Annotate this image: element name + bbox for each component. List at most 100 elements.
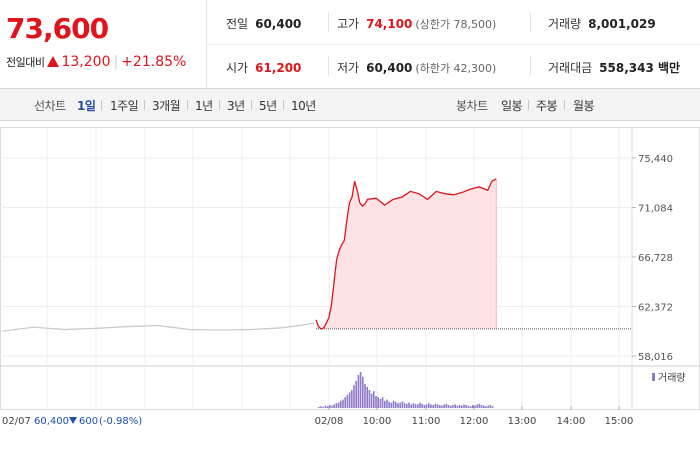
price-chart: 75,440 71,084 66,728 62,372 58,016 거래량 02/08… [0, 127, 700, 427]
tab-3year[interactable]: 3년 [227, 99, 245, 113]
stat-value: 61,200 [255, 61, 302, 75]
x-axis: 02/08 10:00 11:00 12:00 13:00 14:00 15:00 [315, 406, 634, 427]
volume-bar [469, 406, 472, 408]
volume-bar [436, 404, 439, 408]
stat-value: 558,343 백만 [599, 61, 681, 75]
volume-bar [430, 404, 432, 408]
volume-bar [353, 385, 355, 408]
quote-summary: 73,600 전일대비 13,200 | +21.85% 전일 60,400 고가 74,… [0, 0, 700, 89]
tab-monthly-candle[interactable]: 월봉 [573, 99, 595, 113]
volume-bar [421, 403, 423, 408]
y-tick-label: 75,440 [638, 154, 673, 165]
volume-bar [434, 403, 437, 408]
today-area [316, 178, 497, 329]
volume-bar [340, 400, 342, 408]
volume-bar [443, 404, 445, 408]
volume-bar [351, 390, 353, 408]
volume-bar [386, 399, 388, 408]
volume-bar [472, 405, 474, 408]
volume-bar [465, 405, 467, 408]
chart-tab-bar: 선차트 1일 1주일 3개월 1년 3년 5년 10년 봉차트 일봉 주봉 월봉 [0, 89, 700, 121]
tab-5year[interactable]: 5년 [259, 99, 277, 113]
stat-value: 60,400 [255, 17, 302, 31]
volume-bar [397, 403, 399, 408]
line-chart-label: 선차트 [34, 99, 66, 113]
change-rate: +21.85% [121, 54, 187, 70]
divider [101, 100, 102, 110]
volume-bar [414, 403, 417, 408]
y-tick-label: 62,372 [638, 303, 673, 314]
volume-bar [445, 403, 448, 408]
volume-bar [318, 406, 320, 408]
volume-bar [487, 405, 489, 408]
stat-label: 고가 [337, 17, 360, 31]
stat-value: 8,001,029 [588, 17, 656, 31]
volume-bar [329, 405, 331, 408]
change-row: 전일대비 13,200 | +21.85% [6, 54, 186, 70]
volume-bar [419, 402, 421, 408]
volume-legend-label: 거래량 [658, 372, 686, 384]
prev-date: 02/07 [2, 416, 31, 427]
volume-bar [337, 402, 340, 408]
prev-close: 60,400 [34, 416, 69, 427]
divider [564, 100, 565, 110]
volume-bar [342, 399, 344, 408]
stat-prev-close: 전일 60,400 [226, 15, 301, 32]
volume-bar [417, 404, 419, 408]
volume-bar [381, 397, 384, 408]
y-tick-label: 71,084 [638, 204, 673, 215]
volume-bar [333, 404, 335, 408]
volume-bar [320, 406, 322, 408]
volume-panel: 거래량 [318, 372, 686, 408]
volume-bar [370, 393, 373, 408]
tab-1week[interactable]: 1주일 [110, 99, 139, 113]
volume-bar [324, 405, 327, 408]
volume-bar [331, 405, 333, 408]
divider [530, 56, 531, 76]
volume-bar [392, 400, 395, 408]
stat-label: 전일 [226, 17, 249, 31]
volume-bar [373, 391, 375, 408]
volume-bar [377, 397, 379, 408]
stats-row-1: 전일 60,400 고가 74,100 (상한가 78,500) 거래량 8,001,0… [207, 0, 700, 45]
volume-bar [476, 404, 478, 408]
candle-chart-label: 봉차트 [456, 99, 488, 113]
volume-bar [401, 401, 404, 408]
change-divider: | [113, 54, 119, 70]
grid [0, 127, 700, 410]
divider [251, 100, 252, 110]
divider [328, 56, 329, 76]
x-tick-label: 12:00 [460, 416, 489, 427]
volume-bar [362, 376, 364, 408]
down-triangle-icon [69, 417, 77, 424]
tab-1year[interactable]: 1년 [195, 99, 213, 113]
today-price-line [315, 178, 497, 330]
current-price: 73,600 [6, 12, 109, 45]
stat-volume: 거래량 8,001,029 [548, 15, 656, 32]
stats-grid: 전일 60,400 고가 74,100 (상한가 78,500) 거래량 8,001,0… [207, 0, 700, 88]
tab-1day[interactable]: 1일 [77, 99, 96, 113]
tab-3month[interactable]: 3개월 [152, 99, 181, 113]
up-triangle-icon [47, 56, 60, 67]
x-tick-label: 02/08 [315, 416, 344, 427]
y-tick-label: 66,728 [638, 253, 673, 264]
stat-sub: (하한가 42,300) [415, 62, 497, 75]
volume-bar [425, 404, 428, 408]
divider [528, 100, 529, 110]
stat-amount: 거래대금 558,343 백만 [548, 59, 680, 76]
x-tick-label: 10:00 [363, 416, 392, 427]
tab-daily-candle[interactable]: 일봉 [501, 99, 523, 113]
volume-bar [458, 405, 461, 408]
volume-bar [384, 400, 386, 408]
volume-bar [326, 406, 329, 408]
volume-bar [454, 404, 456, 408]
volume-bar [432, 405, 434, 408]
previous-day-series [1, 322, 315, 332]
tab-10year[interactable]: 10년 [291, 99, 316, 113]
prev-change: 600 [79, 416, 98, 427]
volume-bar [467, 405, 470, 408]
tab-weekly-candle[interactable]: 주봉 [536, 99, 558, 113]
x-tick-label: 15:00 [605, 416, 634, 427]
volume-bar [478, 403, 481, 408]
volume-bar [375, 396, 377, 408]
